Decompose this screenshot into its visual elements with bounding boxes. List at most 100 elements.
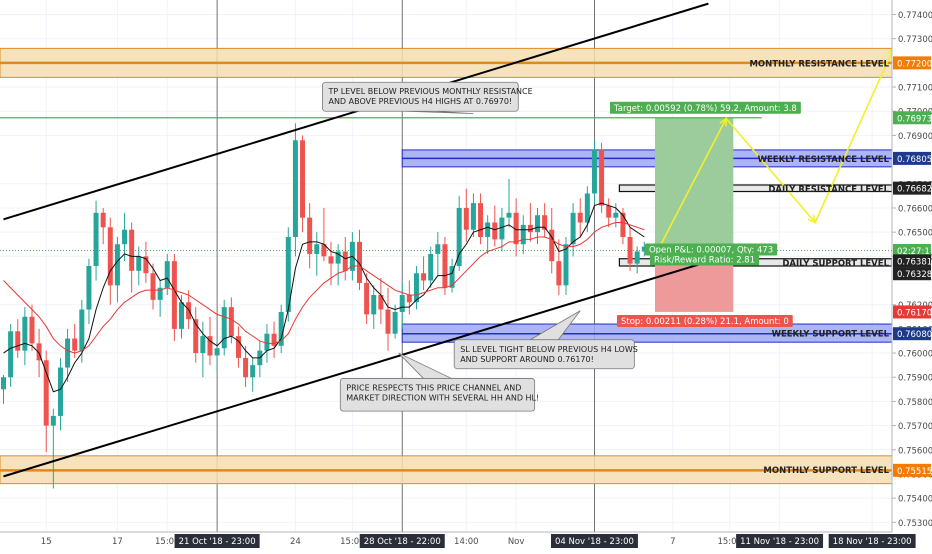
candle[interactable]	[193, 307, 199, 363]
candle[interactable]	[278, 304, 284, 354]
candle[interactable]	[413, 266, 419, 310]
candle[interactable]	[86, 258, 92, 325]
candle[interactable]	[620, 207, 626, 245]
candle[interactable]	[470, 193, 476, 237]
candle[interactable]	[107, 217, 113, 305]
price-axis-marker[interactable]: 0.75515	[893, 463, 932, 477]
candle[interactable]	[72, 324, 78, 358]
channel-note[interactable]: PRICE RESPECTS THIS PRICE CHANNEL ANDMAR…	[339, 352, 539, 412]
candle[interactable]	[335, 244, 341, 286]
candle[interactable]	[22, 307, 28, 366]
candle[interactable]	[114, 236, 120, 303]
candle[interactable]	[570, 203, 576, 257]
candle[interactable]	[1, 374, 6, 404]
candle[interactable]	[499, 207, 505, 252]
candle[interactable]	[300, 135, 306, 233]
candle[interactable]	[200, 321, 206, 378]
profit-zone[interactable]	[654, 117, 734, 251]
candle[interactable]	[136, 246, 142, 286]
target-label[interactable]	[609, 101, 801, 114]
candle[interactable]	[364, 273, 370, 325]
candle[interactable]	[50, 408, 56, 489]
price-axis-marker[interactable]: 0.76080	[893, 327, 932, 341]
candle[interactable]	[577, 198, 583, 237]
channel-lower[interactable]	[3, 243, 766, 478]
candle[interactable]	[392, 304, 398, 339]
risk-reward-label[interactable]	[649, 253, 760, 266]
projection-path[interactable]	[657, 48, 895, 250]
price-axis-marker[interactable]: 0.77200	[893, 56, 932, 70]
candle[interactable]	[456, 195, 462, 271]
candle[interactable]	[421, 256, 427, 291]
candle[interactable]	[292, 123, 298, 257]
candle[interactable]	[43, 350, 49, 453]
candle[interactable]	[150, 263, 156, 310]
candle[interactable]	[235, 326, 241, 368]
candle[interactable]	[157, 280, 163, 317]
candle[interactable]	[542, 203, 548, 237]
price-axis-marker[interactable]: 0.76805	[893, 151, 932, 165]
candle[interactable]	[171, 253, 177, 341]
candle[interactable]	[357, 229, 362, 291]
candle[interactable]	[591, 140, 597, 204]
candle[interactable]	[556, 239, 562, 296]
candle[interactable]	[549, 207, 555, 274]
candle[interactable]	[307, 203, 313, 269]
candle[interactable]	[371, 285, 377, 329]
long-position-tool[interactable]	[654, 117, 734, 312]
candle[interactable]	[243, 345, 249, 387]
tp-note[interactable]: TP LEVEL BELOW PREVIOUS MONTHLY RESISTAN…	[322, 81, 533, 115]
candle[interactable]	[285, 227, 291, 322]
open-pnl-label[interactable]	[644, 243, 778, 256]
candle[interactable]	[527, 203, 533, 242]
candle[interactable]	[250, 357, 256, 392]
candle[interactable]	[321, 207, 327, 262]
candle[interactable]	[93, 200, 99, 281]
candle[interactable]	[399, 282, 405, 329]
time-axis-marker[interactable]: 28 Oct '18 - 22:00	[359, 534, 445, 548]
candle[interactable]	[129, 222, 135, 293]
price-axis-marker[interactable]: 0.76682	[893, 181, 932, 195]
candle[interactable]	[122, 212, 128, 262]
price-axis-marker[interactable]: 0.76381	[893, 254, 932, 268]
candle[interactable]	[463, 188, 469, 242]
candle[interactable]	[613, 203, 619, 228]
time-axis-marker[interactable]: 18 Nov '18 - 23:00	[828, 534, 916, 548]
time-axis-marker[interactable]: 21 Oct '18 - 23:00	[174, 534, 260, 548]
candle[interactable]	[520, 215, 526, 254]
candle[interactable]	[271, 321, 277, 358]
candle[interactable]	[385, 287, 391, 351]
price-axis-marker[interactable]: 0.76328	[893, 267, 932, 281]
candle[interactable]	[100, 207, 106, 245]
candle[interactable]	[513, 198, 519, 257]
candle[interactable]	[435, 232, 441, 276]
candle[interactable]	[15, 319, 21, 358]
candle[interactable]	[406, 280, 412, 315]
candle[interactable]	[641, 241, 647, 257]
candle[interactable]	[634, 246, 640, 274]
candle[interactable]	[535, 207, 540, 245]
candle[interactable]	[314, 232, 320, 276]
candle[interactable]	[29, 304, 35, 351]
time-axis-marker[interactable]: 11 Nov '18 - 23:00	[736, 534, 824, 548]
sl-note[interactable]: SL LEVEL TIGHT BELOW PREVIOUS H4 LOWSAND…	[453, 310, 638, 370]
candle[interactable]	[442, 236, 448, 296]
candle[interactable]	[627, 227, 633, 271]
candle[interactable]	[143, 241, 149, 283]
candle[interactable]	[428, 246, 434, 288]
time-axis-marker[interactable]: 04 Nov '18 - 23:00	[550, 534, 638, 548]
price-axis-marker[interactable]: 0.76170	[893, 305, 932, 319]
candle[interactable]	[478, 193, 484, 245]
candle[interactable]	[506, 178, 512, 228]
stop-label[interactable]	[616, 314, 793, 327]
candle[interactable]	[485, 215, 491, 254]
candle[interactable]	[599, 142, 605, 213]
candle[interactable]	[221, 299, 227, 356]
price-axis-marker[interactable]: 02:27:17	[893, 244, 932, 258]
candle[interactable]	[606, 198, 612, 228]
candle[interactable]	[57, 357, 63, 431]
price-axis-marker[interactable]: 0.76973	[893, 111, 932, 125]
candle[interactable]	[449, 258, 455, 293]
candle[interactable]	[492, 205, 498, 247]
